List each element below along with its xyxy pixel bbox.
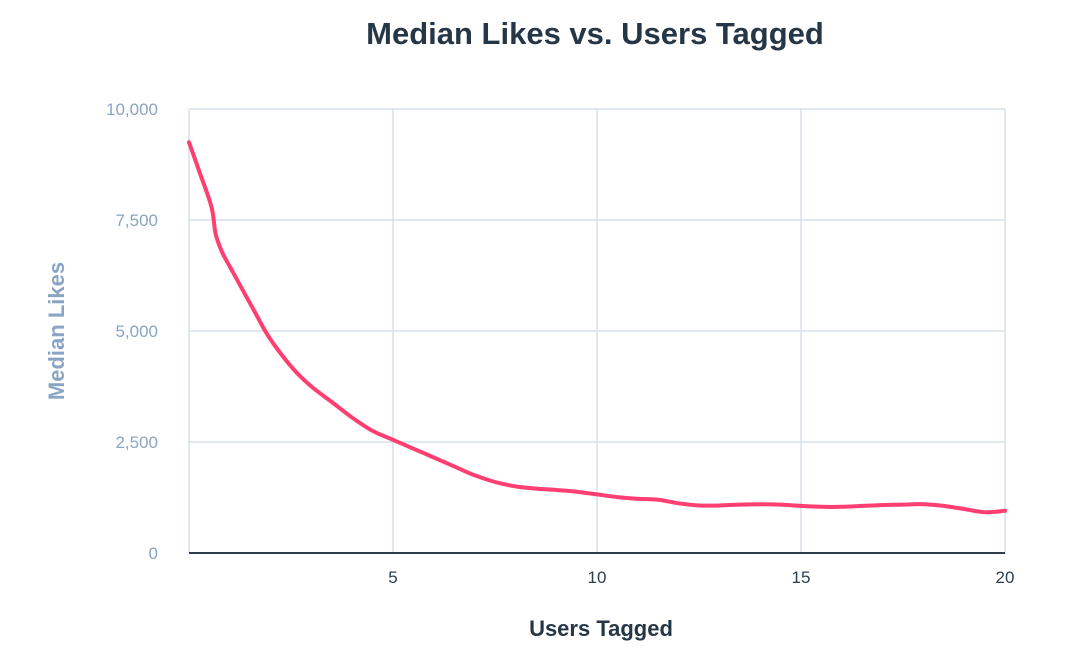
grid — [188, 108, 1006, 553]
x-tick-label: 10 — [588, 568, 607, 587]
x-axis-title: Users Tagged — [529, 616, 673, 641]
y-tick-label: 0 — [149, 544, 158, 563]
x-axis-ticks: 5 10 15 20 — [388, 568, 1014, 587]
y-tick-label: 5,000 — [115, 322, 158, 341]
chart-title: Median Likes vs. Users Tagged — [366, 16, 824, 51]
y-tick-label: 2,500 — [115, 433, 158, 452]
x-tick-label: 5 — [388, 568, 397, 587]
series-layer — [187, 140, 1007, 515]
x-tick-label: 20 — [996, 568, 1015, 587]
y-tick-label: 7,500 — [115, 211, 158, 230]
series-line — [187, 140, 1007, 515]
y-axis-ticks: 0 2,500 5,000 7,500 10,000 — [106, 100, 158, 563]
x-tick-label: 15 — [792, 568, 811, 587]
y-tick-label: 10,000 — [106, 100, 158, 119]
y-axis-title: Median Likes — [44, 262, 69, 400]
